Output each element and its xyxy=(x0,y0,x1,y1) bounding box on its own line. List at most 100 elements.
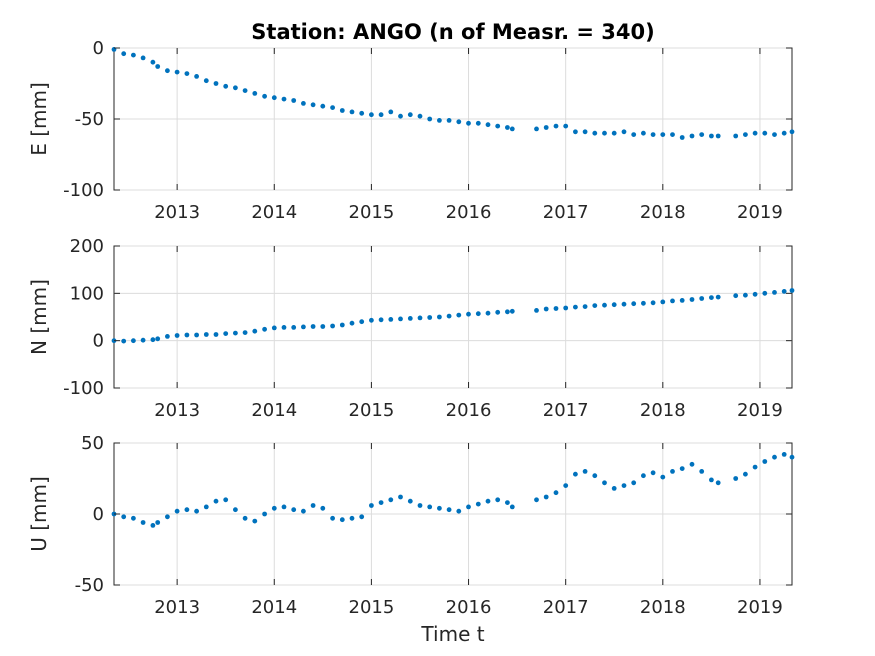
data-point xyxy=(466,120,471,126)
data-point xyxy=(165,514,170,520)
data-point xyxy=(573,304,578,310)
data-point xyxy=(131,52,136,58)
data-point xyxy=(310,102,316,108)
y-tick-label: 50 xyxy=(81,433,104,454)
data-point xyxy=(184,507,190,513)
data-point xyxy=(320,324,326,329)
data-point xyxy=(359,514,365,520)
data-point xyxy=(660,132,666,138)
data-point xyxy=(781,452,787,457)
panel-u-points xyxy=(111,452,795,528)
data-point xyxy=(543,125,549,130)
data-point xyxy=(262,93,267,99)
x-tick-label: 2015 xyxy=(349,202,395,223)
data-point xyxy=(165,68,170,74)
data-point xyxy=(621,129,627,135)
data-point xyxy=(485,122,491,128)
data-point xyxy=(670,298,675,304)
x-tick-label: 2017 xyxy=(543,597,589,618)
data-point xyxy=(155,336,161,342)
data-point xyxy=(573,471,578,477)
data-point xyxy=(320,103,326,109)
data-point xyxy=(339,322,345,328)
data-point xyxy=(131,515,136,521)
data-point xyxy=(621,301,627,307)
data-point xyxy=(582,304,588,309)
data-point xyxy=(407,112,413,118)
data-point xyxy=(573,129,578,135)
data-point xyxy=(242,330,248,335)
data-point xyxy=(174,333,180,338)
y-tick-label: 0 xyxy=(93,38,104,59)
data-point xyxy=(592,303,598,308)
data-point xyxy=(150,59,156,65)
data-point xyxy=(495,123,501,129)
data-point xyxy=(349,320,355,326)
data-point xyxy=(466,311,471,317)
data-point xyxy=(339,517,345,523)
data-point xyxy=(509,308,515,314)
data-point xyxy=(789,288,795,293)
data-point xyxy=(242,515,248,521)
x-tick-label: 2013 xyxy=(154,597,200,618)
data-point xyxy=(223,497,229,503)
data-point xyxy=(752,130,758,136)
data-point xyxy=(369,317,374,323)
data-point xyxy=(174,69,180,75)
data-point xyxy=(174,508,180,514)
panel-n-axes-box xyxy=(113,245,793,389)
data-point xyxy=(563,305,569,311)
data-point xyxy=(184,71,190,76)
panel-u-ylabel: U [mm] xyxy=(27,476,51,552)
data-point xyxy=(650,300,656,306)
data-point xyxy=(437,118,442,123)
y-tick-label: 0 xyxy=(93,504,104,525)
y-tick-label: -100 xyxy=(63,180,104,201)
chart-title: Station: ANGO (n of Measr. = 340) xyxy=(251,20,654,44)
data-point xyxy=(281,96,287,102)
data-point xyxy=(670,132,675,138)
data-point xyxy=(291,98,297,103)
data-point xyxy=(330,105,335,110)
x-tick-label: 2013 xyxy=(154,202,200,223)
data-point xyxy=(709,477,714,483)
data-point xyxy=(291,325,297,330)
x-tick-label: 2013 xyxy=(154,400,200,421)
x-tick-label: 2016 xyxy=(446,400,492,421)
data-point xyxy=(679,135,685,140)
panel-e-points xyxy=(111,47,795,140)
data-point xyxy=(762,459,768,464)
data-point xyxy=(301,508,306,514)
data-point xyxy=(427,315,433,320)
data-point xyxy=(165,334,170,339)
data-point xyxy=(252,518,258,524)
data-point xyxy=(689,133,695,139)
data-point xyxy=(427,116,433,122)
data-point xyxy=(485,310,491,316)
data-point xyxy=(213,498,219,504)
panel-n: 2013 2014 2015 2016 2017 2018 2019-1000100200 … xyxy=(27,236,795,421)
panel-n-gridlines xyxy=(114,245,792,389)
data-point xyxy=(772,454,777,460)
data-point xyxy=(446,507,452,513)
data-point xyxy=(446,118,452,123)
data-point xyxy=(131,338,136,344)
panel-e-ylabel: E [mm] xyxy=(27,82,51,156)
data-point xyxy=(733,293,739,299)
data-point xyxy=(743,132,748,138)
data-point xyxy=(398,316,403,322)
panel-e-gridlines xyxy=(114,47,792,191)
data-point xyxy=(563,123,569,129)
data-point xyxy=(330,323,335,329)
data-point xyxy=(670,469,675,474)
data-point xyxy=(233,330,238,336)
y-tick-label: 0 xyxy=(93,331,104,352)
data-point xyxy=(641,473,646,479)
data-point xyxy=(121,338,127,344)
data-point xyxy=(689,297,695,302)
data-point xyxy=(320,505,326,511)
data-point xyxy=(602,130,607,136)
data-point xyxy=(553,490,559,496)
data-point xyxy=(553,123,559,129)
data-point xyxy=(553,306,559,311)
